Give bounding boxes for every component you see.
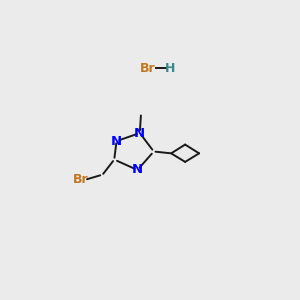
Text: N: N — [111, 135, 122, 148]
Text: N: N — [134, 127, 146, 140]
Text: H: H — [165, 62, 175, 75]
Text: Br: Br — [73, 173, 88, 186]
Text: Br: Br — [140, 62, 156, 75]
Text: N: N — [132, 164, 143, 176]
